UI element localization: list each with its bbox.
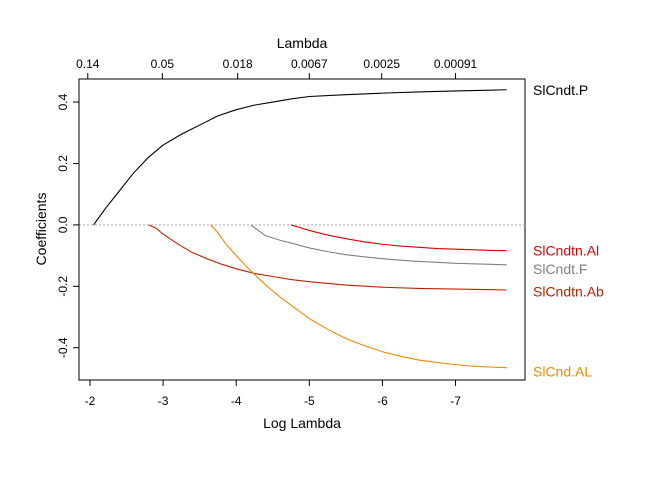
top-tick-label: 0.14 (76, 57, 100, 71)
top-tick-label: 0.018 (223, 57, 253, 71)
y-axis-title: Coefficients (33, 193, 49, 266)
x-tick-label: -4 (231, 394, 242, 408)
x-tick-label: -6 (377, 394, 388, 408)
x-tick-label: -7 (450, 394, 461, 408)
x-axis-top: 0.14 0.05 0.018 0.0067 0.0025 0.00091 (76, 57, 478, 80)
x-axis-bottom: -2 -3 -4 -5 -6 -7 (85, 379, 461, 408)
y-tick-label: 0.4 (56, 93, 70, 110)
series-label-SlCndtn.Ab: SlCndtn.Ab (533, 284, 604, 300)
x-axis-title: Log Lambda (263, 415, 341, 431)
series-label-SlCndtn.Al: SlCndtn.Al (533, 243, 599, 259)
series-label-SlCndt.F: SlCndt.F (533, 261, 587, 277)
series-line-SlCndtn.Ab (148, 224, 507, 291)
y-axis-left: 0.4 0.2 0.0 -0.2 -0.4 (56, 93, 80, 358)
y-tick-label: -0.4 (56, 337, 70, 358)
top-axis-title: Lambda (277, 35, 328, 51)
x-tick-label: -2 (85, 394, 96, 408)
series-line-SlCndt.F (250, 224, 507, 266)
series-labels: SlCndt.P SlCndtn.Al SlCndt.F SlCndtn.Ab SlCn… (533, 82, 604, 380)
series-label-SlCndt.P: SlCndt.P (533, 82, 588, 98)
x-tick-label: -3 (158, 394, 169, 408)
top-tick-label: 0.00091 (434, 57, 478, 71)
series-line-SlCnd.AL (210, 224, 507, 369)
x-tick-label: -5 (304, 394, 315, 408)
series-lines (93, 89, 507, 369)
y-tick-label: 0.0 (56, 216, 70, 233)
y-tick-label: -0.2 (56, 276, 70, 297)
series-label-SlCnd.AL: SlCnd.AL (533, 364, 592, 380)
y-tick-label: 0.2 (56, 155, 70, 172)
top-tick-label: 0.05 (151, 57, 175, 71)
plot-area-border (78, 78, 526, 381)
top-tick-label: 0.0025 (363, 57, 400, 71)
top-tick-label: 0.0067 (291, 57, 328, 71)
series-line-SlCndtn.Al (290, 224, 507, 252)
series-line-SlCndt.P (93, 89, 507, 226)
